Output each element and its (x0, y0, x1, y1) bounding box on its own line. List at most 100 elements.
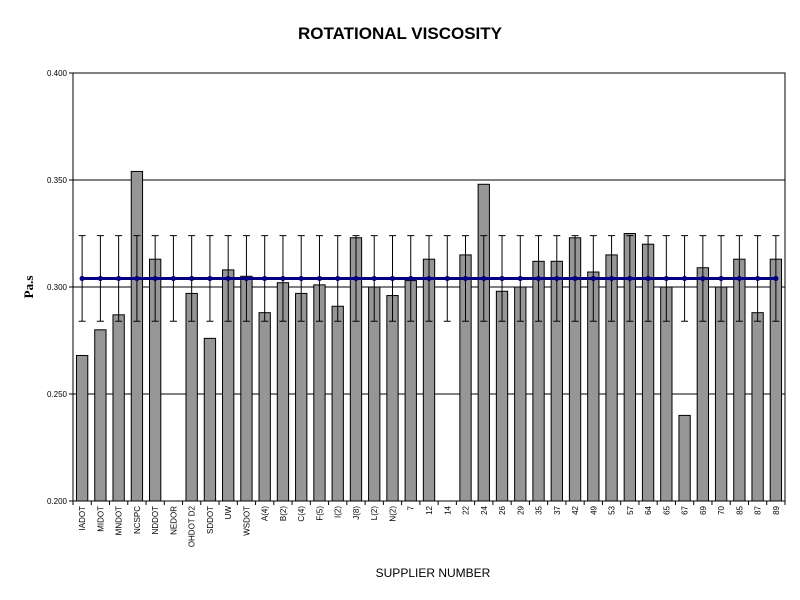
x-tick-label: NCSPC (133, 506, 142, 534)
x-tick-label: 64 (644, 505, 653, 514)
mean-marker (97, 275, 103, 282)
mean-marker (152, 275, 158, 282)
x-tick-label: OHDOT D2 (188, 505, 197, 547)
bar (678, 414, 691, 502)
x-tick-label: MNDOT (115, 506, 124, 535)
bar (75, 354, 89, 502)
x-tick-label: F(5) (315, 506, 324, 521)
mean-marker (517, 275, 523, 282)
mean-marker (298, 275, 304, 282)
x-tick-label: 7 (407, 505, 416, 510)
x-tick-label: 69 (699, 505, 708, 514)
mean-marker (608, 275, 615, 282)
bar (295, 292, 308, 502)
mean-marker (408, 275, 414, 282)
x-tick-label: UW (224, 506, 233, 520)
mean-marker (189, 275, 195, 282)
y-tick-label: 0.200 (47, 497, 68, 506)
mean-marker (426, 275, 432, 282)
bar (751, 312, 764, 502)
y-axis-title: Pa.s (21, 276, 36, 299)
bar (258, 312, 271, 502)
mean-marker (736, 275, 742, 282)
x-tick-label: 24 (480, 505, 489, 514)
y-tick-label: 0.400 (47, 69, 68, 78)
bar (203, 337, 217, 502)
mean-marker (663, 275, 669, 282)
mean-marker (371, 275, 377, 282)
mean-marker (389, 275, 396, 282)
mean-marker (225, 275, 231, 282)
chart-title: ROTATIONAL VISCOSITY (298, 24, 503, 43)
y-tick-label: 0.250 (47, 390, 68, 399)
mean-marker (316, 275, 323, 282)
bar (94, 329, 107, 502)
y-tick-label: 0.350 (47, 176, 68, 185)
x-tick-label: 67 (681, 505, 690, 514)
x-tick-label: 57 (626, 505, 635, 514)
mean-marker (335, 275, 341, 282)
mean-marker (718, 275, 724, 282)
mean-marker (280, 275, 286, 282)
x-tick-label: A(4) (261, 506, 270, 521)
x-tick-label: C(4) (297, 506, 306, 522)
mean-marker (207, 275, 213, 282)
x-tick-label: 49 (589, 505, 598, 514)
x-tick-label: SDDOT (206, 506, 215, 534)
x-tick-label: 89 (772, 505, 781, 514)
x-tick-label: J(8) (352, 506, 361, 520)
x-tick-label: 35 (535, 505, 544, 514)
plot-area: 0.200 0.250 0.300 0.350 0.400 IADOT MIDOT MNDOT… (47, 69, 786, 547)
mean-marker (773, 275, 779, 282)
x-tick-label: 37 (553, 505, 562, 514)
mean-marker (499, 275, 505, 282)
mean-marker (755, 275, 761, 282)
mean-marker (481, 275, 487, 282)
mean-marker (170, 275, 177, 282)
y-tick-label: 0.300 (47, 283, 68, 292)
x-tick-label: 12 (425, 505, 434, 514)
bar (386, 295, 399, 502)
x-tick-label: 65 (662, 505, 671, 514)
x-tick-label: 22 (462, 505, 471, 514)
x-tick-label: WSDOT (242, 506, 251, 536)
bar (112, 314, 125, 502)
mean-marker (462, 275, 469, 282)
x-tick-label: NDDOT (151, 506, 160, 535)
mean-marker (353, 275, 359, 282)
x-axis-title: SUPPLIER NUMBER (376, 566, 491, 580)
x-tick-label: 53 (608, 505, 617, 514)
bar (477, 183, 490, 502)
x-tick-label: B(2) (279, 506, 288, 521)
bar (331, 305, 344, 502)
mean-marker (243, 275, 250, 282)
mean-marker (700, 275, 706, 282)
mean-marker (590, 275, 596, 282)
mean-marker (134, 275, 140, 282)
mean-marker (535, 275, 542, 282)
x-tick-label: IADOT (78, 506, 87, 531)
mean-marker (554, 275, 560, 282)
x-tick-label: 87 (754, 505, 763, 514)
mean-marker (79, 275, 85, 282)
x-tick-label: 42 (571, 505, 580, 514)
plot-border (72, 72, 786, 502)
mean-marker (262, 275, 268, 282)
mean-marker (645, 275, 651, 282)
x-tick-label: 29 (516, 505, 525, 514)
x-tick-label: 14 (443, 505, 452, 514)
mean-marker (572, 275, 578, 282)
mean-marker (116, 275, 122, 282)
bar (130, 170, 144, 502)
mean-marker (681, 275, 688, 282)
x-tick-label: 26 (498, 505, 507, 514)
x-tick-label: L(2) (370, 506, 379, 521)
x-tick-label: NEDOR (169, 506, 178, 535)
x-tick-label: 85 (735, 505, 744, 514)
bar (495, 290, 509, 502)
x-tick-label: N(2) (388, 506, 397, 522)
x-tick-label: 70 (717, 505, 726, 514)
bar (185, 292, 198, 502)
mean-marker (444, 275, 450, 282)
